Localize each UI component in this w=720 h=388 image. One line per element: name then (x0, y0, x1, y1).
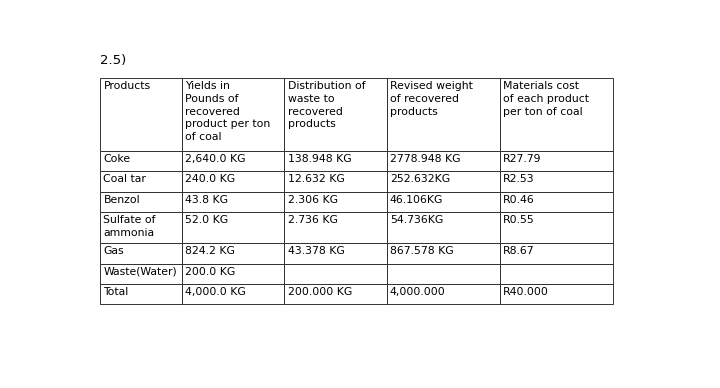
Bar (182, 264, 284, 284)
Bar (100, 264, 182, 284)
Text: 2.5): 2.5) (100, 54, 126, 67)
Bar (387, 243, 500, 264)
Bar (387, 171, 500, 192)
Bar (182, 284, 284, 305)
Bar (500, 78, 613, 151)
Text: R40.000: R40.000 (503, 287, 549, 297)
Bar (500, 264, 613, 284)
Text: 2778.948 KG: 2778.948 KG (390, 154, 460, 164)
Text: Total: Total (104, 287, 129, 297)
Bar (100, 151, 182, 171)
Text: Coke: Coke (104, 154, 130, 164)
Text: 54.736KG: 54.736KG (390, 215, 443, 225)
Bar (100, 243, 182, 264)
Text: 43.378 KG: 43.378 KG (287, 246, 344, 256)
Bar (284, 284, 387, 305)
Text: 200.000 KG: 200.000 KG (287, 287, 352, 297)
Text: 46.106KG: 46.106KG (390, 195, 444, 205)
Bar (387, 264, 500, 284)
Text: 2.306 KG: 2.306 KG (287, 195, 338, 205)
Text: Materials cost
of each product
per ton of coal: Materials cost of each product per ton o… (503, 81, 589, 116)
Bar (100, 192, 182, 212)
Bar (284, 192, 387, 212)
Bar (387, 212, 500, 243)
Bar (182, 243, 284, 264)
Text: R27.79: R27.79 (503, 154, 541, 164)
Bar (100, 171, 182, 192)
Bar (500, 192, 613, 212)
Text: Benzol: Benzol (104, 195, 140, 205)
Text: 138.948 KG: 138.948 KG (287, 154, 351, 164)
Text: 252.632KG: 252.632KG (390, 175, 450, 184)
Bar (182, 212, 284, 243)
Bar (100, 284, 182, 305)
Text: 2,640.0 KG: 2,640.0 KG (185, 154, 246, 164)
Text: 4,000.0 KG: 4,000.0 KG (185, 287, 246, 297)
Text: 824.2 KG: 824.2 KG (185, 246, 235, 256)
Bar (500, 243, 613, 264)
Bar (100, 212, 182, 243)
Text: Sulfate of
ammonia: Sulfate of ammonia (104, 215, 156, 238)
Text: 4,000.000: 4,000.000 (390, 287, 446, 297)
Text: Yields in
Pounds of
recovered
product per ton
of coal: Yields in Pounds of recovered product pe… (185, 81, 271, 142)
Text: Waste(Water): Waste(Water) (104, 267, 177, 277)
Bar (284, 151, 387, 171)
Bar (284, 243, 387, 264)
Text: Coal tar: Coal tar (104, 175, 146, 184)
Text: Revised weight
of recovered
products: Revised weight of recovered products (390, 81, 473, 116)
Bar (387, 192, 500, 212)
Text: 2.736 KG: 2.736 KG (287, 215, 338, 225)
Text: 240.0 KG: 240.0 KG (185, 175, 235, 184)
Text: Gas: Gas (104, 246, 124, 256)
Bar (182, 78, 284, 151)
Text: R8.67: R8.67 (503, 246, 534, 256)
Bar (284, 171, 387, 192)
Bar (500, 171, 613, 192)
Bar (387, 151, 500, 171)
Bar (387, 78, 500, 151)
Bar (500, 151, 613, 171)
Bar (284, 78, 387, 151)
Bar (500, 212, 613, 243)
Bar (284, 212, 387, 243)
Text: R0.46: R0.46 (503, 195, 535, 205)
Text: 52.0 KG: 52.0 KG (185, 215, 228, 225)
Text: 200.0 KG: 200.0 KG (185, 267, 235, 277)
Bar (182, 151, 284, 171)
Bar (500, 284, 613, 305)
Text: R0.55: R0.55 (503, 215, 535, 225)
Bar (100, 78, 182, 151)
Text: Distribution of
waste to
recovered
products: Distribution of waste to recovered produ… (287, 81, 365, 129)
Bar (284, 264, 387, 284)
Text: 12.632 KG: 12.632 KG (287, 175, 344, 184)
Text: 43.8 KG: 43.8 KG (185, 195, 228, 205)
Bar (182, 192, 284, 212)
Bar (182, 171, 284, 192)
Text: R2.53: R2.53 (503, 175, 534, 184)
Text: Products: Products (104, 81, 150, 91)
Bar (387, 284, 500, 305)
Text: 867.578 KG: 867.578 KG (390, 246, 454, 256)
